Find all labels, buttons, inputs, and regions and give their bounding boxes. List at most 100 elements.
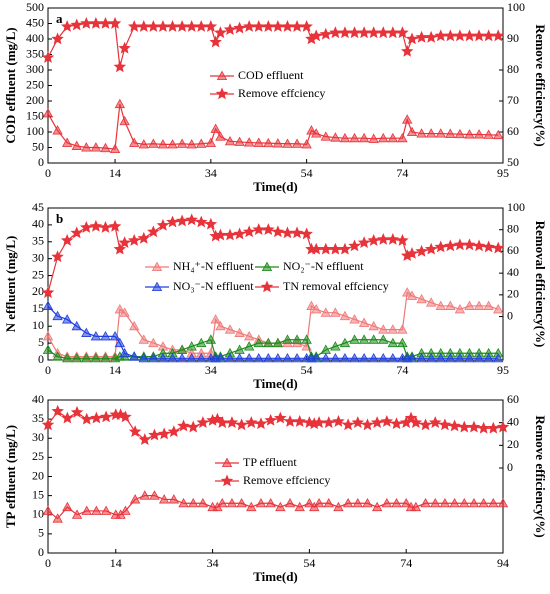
star-marker bbox=[127, 20, 141, 32]
triangle-marker bbox=[71, 140, 82, 150]
y2-tick-label: 80 bbox=[507, 221, 519, 235]
star-marker bbox=[429, 416, 442, 428]
triangle-marker bbox=[234, 352, 245, 363]
triangle-marker bbox=[168, 494, 180, 504]
star-marker bbox=[424, 30, 438, 43]
y-tick-label: 20 bbox=[32, 468, 44, 482]
triangle-marker bbox=[368, 133, 379, 143]
triangle-marker bbox=[176, 352, 188, 363]
triangle-marker bbox=[243, 137, 255, 147]
y-tick-label: 30 bbox=[32, 250, 44, 264]
triangle-marker bbox=[129, 351, 140, 361]
x-tick-label: 54 bbox=[301, 363, 313, 377]
triangle-marker bbox=[90, 142, 102, 152]
star-marker bbox=[415, 30, 428, 43]
legend-marker bbox=[151, 281, 163, 291]
triangle-marker bbox=[306, 300, 317, 310]
star-marker bbox=[332, 414, 345, 427]
y2-tick-label: 70 bbox=[507, 93, 519, 107]
legend-label: TP effluent bbox=[243, 455, 297, 469]
triangle-marker bbox=[406, 290, 418, 300]
star-marker bbox=[113, 242, 127, 255]
triangle-marker bbox=[478, 497, 489, 508]
triangle-marker bbox=[488, 497, 499, 508]
triangle-marker bbox=[358, 352, 370, 363]
star-marker bbox=[99, 16, 112, 29]
triangle-marker bbox=[100, 352, 111, 363]
star-marker bbox=[223, 23, 237, 35]
star-marker bbox=[424, 242, 438, 255]
triangle-marker bbox=[138, 139, 149, 149]
y-tick-label: 5 bbox=[38, 335, 44, 349]
y-tick-label: 35 bbox=[32, 411, 44, 425]
star-marker bbox=[214, 26, 227, 39]
star-marker bbox=[209, 35, 222, 48]
triangle-marker bbox=[445, 352, 456, 363]
triangle-marker bbox=[416, 128, 427, 138]
triangle-marker bbox=[406, 352, 418, 363]
star-marker bbox=[444, 29, 457, 42]
y-tick-label: 0 bbox=[38, 352, 44, 366]
star-marker bbox=[99, 220, 112, 233]
triangle-marker bbox=[406, 126, 418, 136]
star-marker bbox=[137, 20, 151, 32]
star-marker bbox=[262, 223, 275, 236]
triangle-marker bbox=[42, 505, 54, 515]
star-marker bbox=[90, 411, 103, 424]
star-marker bbox=[233, 227, 246, 240]
triangle-marker bbox=[439, 497, 451, 508]
star-marker bbox=[415, 244, 428, 257]
star-marker bbox=[467, 420, 481, 433]
triangle-marker bbox=[129, 137, 140, 147]
star-marker bbox=[390, 417, 403, 430]
x-tick-label: 74 bbox=[396, 363, 408, 377]
triangle-marker bbox=[284, 497, 296, 508]
triangle-marker bbox=[483, 129, 494, 139]
triangle-marker bbox=[339, 337, 351, 348]
triangle-marker bbox=[349, 334, 360, 344]
triangle-marker bbox=[378, 334, 389, 344]
star-marker bbox=[409, 416, 423, 428]
star-marker bbox=[242, 20, 256, 32]
triangle-marker bbox=[493, 352, 504, 363]
triangle-marker bbox=[263, 337, 274, 348]
y-tick-label: 10 bbox=[32, 318, 44, 332]
triangle-marker bbox=[282, 352, 293, 363]
x-tick-label: 0 bbox=[45, 363, 51, 377]
star-marker bbox=[472, 29, 486, 42]
triangle-marker bbox=[473, 129, 485, 139]
star-marker bbox=[322, 416, 335, 428]
triangle-marker bbox=[167, 352, 178, 363]
triangle-marker bbox=[358, 317, 370, 327]
y2-tick-label: 100 bbox=[507, 200, 525, 214]
triangle-marker bbox=[402, 114, 413, 124]
y-tick-label: 450 bbox=[26, 15, 44, 29]
star-marker bbox=[434, 29, 447, 42]
x-axis-title: Time(d) bbox=[253, 376, 298, 391]
y-tick-label: 35 bbox=[32, 234, 44, 248]
panel-label: a bbox=[56, 11, 63, 26]
y-tick-label: 400 bbox=[26, 31, 44, 45]
triangle-marker bbox=[139, 490, 150, 500]
star-marker bbox=[380, 414, 394, 427]
x-tick-label: 0 bbox=[45, 556, 51, 570]
triangle-marker bbox=[52, 513, 63, 523]
triangle-marker bbox=[186, 341, 197, 351]
triangle-marker bbox=[52, 351, 63, 361]
star-marker bbox=[319, 27, 333, 40]
triangle-marker bbox=[90, 352, 102, 363]
y2-axis-title: Removal efficiency(%) bbox=[533, 221, 548, 348]
star-marker bbox=[482, 29, 495, 42]
star-marker bbox=[196, 416, 210, 428]
y2-tick-label: 90 bbox=[507, 31, 519, 45]
star-marker bbox=[185, 213, 198, 226]
triangle-marker bbox=[349, 352, 360, 363]
triangle-marker bbox=[186, 352, 197, 363]
triangle-marker bbox=[167, 139, 178, 149]
star-marker bbox=[329, 242, 342, 255]
triangle-marker bbox=[416, 293, 427, 304]
triangle-marker bbox=[234, 327, 245, 337]
star-marker bbox=[329, 26, 342, 39]
y2-tick-label: 60 bbox=[507, 392, 519, 406]
star-marker bbox=[405, 247, 419, 259]
